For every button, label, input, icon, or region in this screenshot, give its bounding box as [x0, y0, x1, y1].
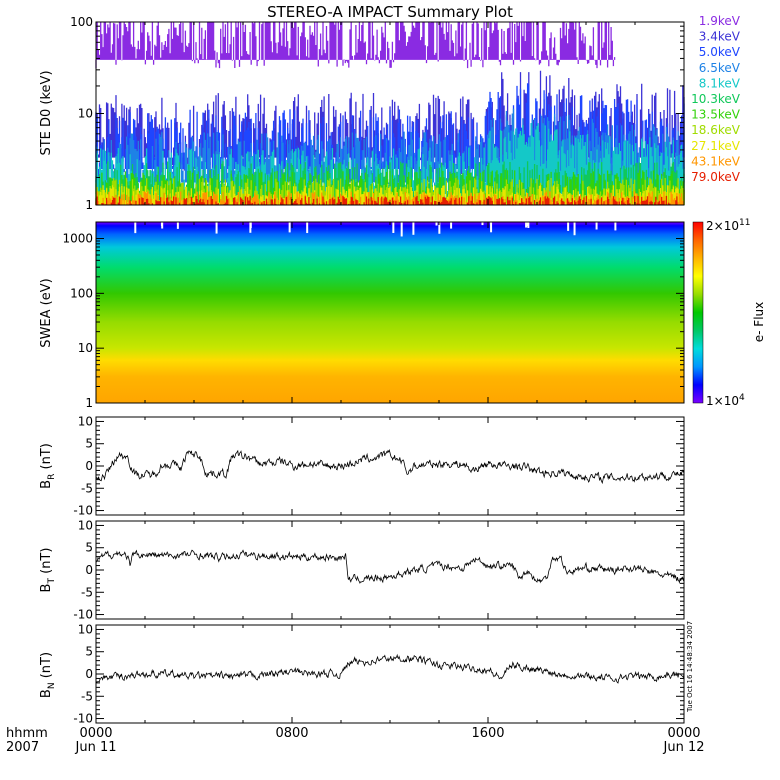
swea-gap: [438, 222, 441, 234]
y-tick-label: 10: [78, 341, 93, 355]
ste-panel: STE D0 (keV) 1 10 100: [39, 15, 685, 212]
legend-entry-8.1keV: 8.1keV: [699, 76, 741, 90]
swea-gap: [595, 222, 598, 230]
y-tick-label: 5: [85, 437, 93, 451]
y-tick-label: 1: [85, 396, 93, 410]
y-tick-label: 5: [85, 645, 93, 659]
swea-gap: [160, 222, 163, 227]
br-ylabel: BR (nT): [39, 443, 57, 489]
bt-ylabel: BT (nT): [39, 548, 57, 593]
swea-heatmap: [96, 222, 684, 403]
legend-entry-6.5keV: 6.5keV: [699, 61, 741, 75]
x-tick-label: 0000: [79, 726, 112, 741]
b-field-trace: [95, 448, 685, 485]
legend-entry-79.0keV: 79.0keV: [691, 170, 741, 184]
swea-gap: [134, 222, 137, 234]
bn-ylabel: BN (nT): [39, 652, 57, 698]
x-date-label: Jun 12: [663, 740, 705, 755]
swea-gap: [435, 222, 438, 226]
legend-entry-5.0keV: 5.0keV: [699, 45, 741, 59]
x-tick-label: 1600: [471, 726, 504, 741]
y-tick-label: -10: [73, 608, 93, 622]
swea-gap: [176, 222, 179, 229]
x-date-label: Jun 11: [75, 740, 117, 755]
swea-gap: [392, 222, 395, 233]
swea-gap: [306, 222, 309, 234]
b-field-trace: [95, 653, 685, 684]
swea-gap: [481, 222, 484, 226]
y-tick-label: 5: [85, 541, 93, 555]
y-tick-label: 10: [78, 518, 93, 532]
x-tick-label: 0000: [667, 726, 700, 741]
br-panel: BR (nT) -10 -5 0 5 10: [39, 414, 685, 518]
y-tick-label: -10: [73, 712, 93, 726]
y-tick-label: 0: [85, 459, 93, 473]
y-tick-label: 1000: [62, 232, 93, 246]
swea-gap: [288, 222, 291, 233]
ste-ylabel: STE D0 (keV): [39, 70, 54, 155]
y-tick-label: 1: [85, 198, 93, 212]
swea-gap: [412, 222, 415, 235]
ste-series-1.9keV: [95, 22, 616, 69]
swea-gap: [450, 222, 453, 229]
x-tick-label: 0800: [275, 726, 308, 741]
y-tick-label: 10: [78, 622, 93, 636]
legend-entry-3.4keV: 3.4keV: [699, 30, 741, 44]
b-field-trace: [95, 549, 685, 584]
swea-gap: [567, 222, 570, 231]
y-tick-label: -10: [73, 504, 93, 518]
bn-panel: BN (nT) -10 -5 0 5 10: [39, 622, 685, 726]
legend-entry-43.1keV: 43.1keV: [691, 154, 741, 168]
y-tick-label: -5: [81, 481, 93, 495]
colorbar-min-label: 1×104: [706, 393, 745, 408]
bt-panel: BT (nT) -10 -5 0 5 10: [39, 518, 685, 622]
x-year-label: 2007: [6, 740, 39, 755]
y-tick-label: 100: [70, 286, 93, 300]
legend-entry-13.5keV: 13.5keV: [691, 108, 741, 122]
swea-gap: [249, 222, 252, 233]
swea-gap: [573, 222, 576, 236]
colorbar-label: e- Flux: [752, 302, 766, 342]
timestamp: Tue Oct 16 14:48:34 2007: [686, 621, 694, 713]
legend-entry-27.1keV: 27.1keV: [691, 139, 741, 153]
swea-panel: SWEA (eV) 1 10 100 1000: [39, 221, 685, 410]
colorbar-scale: [692, 221, 704, 404]
legend-entry-10.3keV: 10.3keV: [691, 92, 741, 106]
swea-gap: [400, 222, 403, 237]
y-tick-label: -5: [81, 585, 93, 599]
y-tick-label: -5: [81, 689, 93, 703]
y-tick-label: 0: [85, 563, 93, 577]
swea-gap: [614, 222, 617, 231]
panel-frame: [95, 416, 685, 516]
x-format-label: hhmm: [6, 726, 48, 741]
figure-title: STEREO-A IMPACT Summary Plot: [267, 3, 513, 21]
swea-gap: [215, 222, 218, 234]
y-tick-label: 100: [70, 15, 93, 29]
swea-gap: [525, 222, 528, 228]
swea-ylabel: SWEA (eV): [39, 278, 54, 347]
swea-gap: [527, 222, 530, 228]
legend-entry-1.9keV: 1.9keV: [699, 14, 741, 28]
y-tick-label: 10: [78, 414, 93, 428]
legend-entry-18.6keV: 18.6keV: [691, 123, 741, 137]
colorbar-max-label: 2×1011: [706, 218, 750, 233]
swea-colorbar: e- Flux 2×1011 1×104: [692, 218, 766, 408]
y-tick-label: 0: [85, 667, 93, 681]
y-tick-label: 10: [78, 107, 93, 121]
swea-gap: [490, 222, 493, 233]
